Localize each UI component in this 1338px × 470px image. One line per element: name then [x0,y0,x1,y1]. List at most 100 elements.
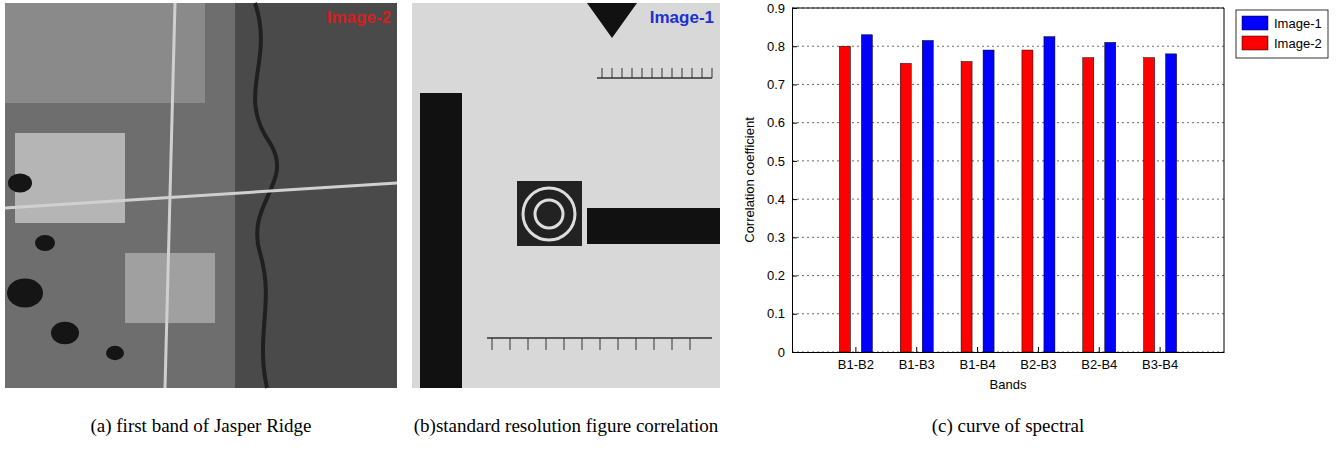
y-tick: 0.9 [767,1,797,16]
legend-swatch [1242,36,1268,50]
photo-b-ruler-tick [652,68,653,78]
grid [792,8,1224,352]
x-tick-mark [1038,347,1039,352]
y-tick-mark [792,84,797,85]
panel-a: Image-2 [5,3,397,388]
photo-b-triangle [587,3,637,38]
y-tick-label: 0.9 [767,1,785,16]
x-tick-label: B2-B3 [1020,357,1056,372]
bar [1166,54,1177,352]
photo-b-ruler-tick [600,338,601,350]
photo-a-lake [35,235,55,251]
photo-b-ring [535,200,563,228]
y-tick-label: 0.6 [767,115,785,130]
photo-b-ruler-tick [672,338,673,350]
y-tick: 0.3 [767,230,797,245]
caption: (b)standard resolution figure correlatio… [414,415,719,437]
photo-b-ruler-tick [712,68,713,78]
legend: Image-1Image-2 [1236,10,1328,58]
photo-b-ruler-tick [662,68,663,78]
photo-b-ruler-tick [618,338,619,350]
photo-b-ruler-tick [702,68,703,78]
photo-b-ruler-tick [632,68,633,78]
photo-a-river [255,3,277,388]
y-tick: 0.7 [767,77,797,92]
bar [900,63,911,352]
x-tick: B1-B3 [899,347,935,372]
grid-line [792,313,1224,314]
photo-a-lake [106,346,124,360]
legend-box [1236,10,1328,58]
y-tick-label: 0.3 [767,230,785,245]
photo-a-lake [8,173,32,192]
chart: 00.10.20.30.40.50.60.70.80.9B1-B2B1-B3B1… [742,1,1328,392]
photo-b-ruler-tick [510,338,511,350]
photo-b-target-bg [517,181,582,246]
bars [839,35,1176,352]
x-tick: B2-B4 [1081,347,1117,372]
y-tick: 0.4 [767,192,797,207]
grid-line [792,46,1224,47]
photo-b-bar [420,93,462,388]
bar [1083,58,1094,352]
plot-frame [792,8,1224,352]
x-tick-label: B2-B4 [1081,357,1117,372]
y-tick-mark [792,161,797,162]
grid-line [792,160,1224,161]
photo-b-bar [587,208,720,244]
bar [1022,50,1033,352]
caption: (a) first band of Jasper Ridge [90,415,311,437]
photo-a-road [165,3,175,388]
y-tick: 0.8 [767,39,797,54]
x-tick: B2-B3 [1020,347,1056,372]
x-tick-mark [855,347,856,352]
x-axis: B1-B2 B1-B3 B1-B4 B2-B3 B2-B4 B3-B4 [793,347,1225,372]
caption: (c) curve of spectral [932,415,1084,437]
photo-b-ruler-tick [564,338,565,350]
y-tick-mark [792,276,797,277]
y-tick-label: 0.5 [767,154,785,169]
photo-b-ruler-tick [690,338,691,350]
y-tick-label: 0.8 [767,39,785,54]
x-axis-line [793,352,1225,353]
photo-b-ruler-tick [642,68,643,78]
grid-line [792,275,1224,276]
x-tick: B3-B4 [1142,347,1178,372]
y-tick-label: 0.1 [767,306,785,321]
x-tick: B1-B2 [838,347,874,372]
image-label: Image-2 [327,8,391,27]
photo-a-clearing [15,133,125,223]
photo-b-ruler-tick [528,338,529,350]
x-tick-label: B3-B4 [1142,357,1178,372]
bar [961,62,972,352]
photo-b-ruler-tick [636,338,637,350]
x-tick-label: B1-B2 [838,357,874,372]
y-tick-label: 0.7 [767,77,785,92]
x-axis-title: Bands [990,377,1027,392]
x-tick-mark [916,347,917,352]
grid-line [792,237,1224,238]
y-tick-mark [792,123,797,124]
grid-line [792,122,1224,123]
photo-b-ruler-tick [492,338,493,350]
photo-b-ruler-tick [602,68,603,78]
y-tick-label: 0.4 [767,192,785,207]
image-label: Image-1 [650,8,714,27]
y-tick-mark [792,237,797,238]
photo-b-ring [523,188,575,240]
photo-b-ruler-tick [672,68,673,78]
grid-line [792,84,1224,85]
x-tick-mark [977,347,978,352]
panel-b: Image-1 [412,3,720,388]
photo-b-ruler-tick [622,68,623,78]
y-axis-line [792,9,793,353]
bar [1044,37,1055,352]
photo-a-road [5,183,397,208]
photo-b-ruler-tick [682,68,683,78]
x-tick: B1-B4 [960,347,996,372]
photo-b-ring [529,194,569,234]
photo-b-ruler-tick [692,68,693,78]
photo-a-lake [51,322,79,344]
legend-label: Image-2 [1274,36,1322,51]
photo-a-forest [235,3,397,388]
